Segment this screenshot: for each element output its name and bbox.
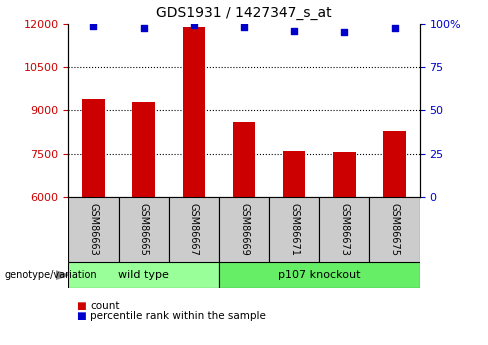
- Text: count: count: [90, 301, 120, 311]
- Text: GSM86667: GSM86667: [189, 203, 199, 256]
- Text: GSM86673: GSM86673: [339, 203, 349, 256]
- Text: ■: ■: [76, 301, 85, 311]
- Text: GSM86669: GSM86669: [239, 203, 249, 256]
- Bar: [219, 197, 269, 262]
- Bar: [132, 102, 155, 197]
- Bar: [233, 122, 255, 197]
- Point: [341, 29, 348, 35]
- Bar: [369, 197, 420, 262]
- Point: [240, 24, 248, 30]
- Point: [89, 23, 97, 29]
- Bar: [283, 151, 305, 197]
- Point: [140, 25, 147, 30]
- Bar: [219, 262, 420, 288]
- Point: [190, 22, 198, 28]
- Bar: [183, 27, 205, 197]
- Text: GSM86665: GSM86665: [139, 203, 149, 256]
- Bar: [82, 99, 105, 197]
- Point: [290, 28, 298, 34]
- Bar: [169, 197, 219, 262]
- Text: ■: ■: [76, 312, 85, 321]
- Text: GSM86671: GSM86671: [289, 203, 299, 256]
- Bar: [383, 130, 406, 197]
- Text: genotype/variation: genotype/variation: [5, 270, 98, 280]
- Title: GDS1931 / 1427347_s_at: GDS1931 / 1427347_s_at: [156, 6, 332, 20]
- Bar: [333, 152, 356, 197]
- Bar: [269, 197, 319, 262]
- Bar: [319, 197, 369, 262]
- Text: percentile rank within the sample: percentile rank within the sample: [90, 312, 266, 321]
- Bar: [119, 197, 169, 262]
- Polygon shape: [56, 271, 68, 279]
- Text: GSM86663: GSM86663: [88, 203, 99, 256]
- Bar: [68, 262, 219, 288]
- Text: GSM86675: GSM86675: [389, 203, 400, 256]
- Point: [391, 25, 399, 30]
- Text: wild type: wild type: [118, 270, 169, 280]
- Bar: [68, 197, 119, 262]
- Text: p107 knockout: p107 knockout: [278, 270, 361, 280]
